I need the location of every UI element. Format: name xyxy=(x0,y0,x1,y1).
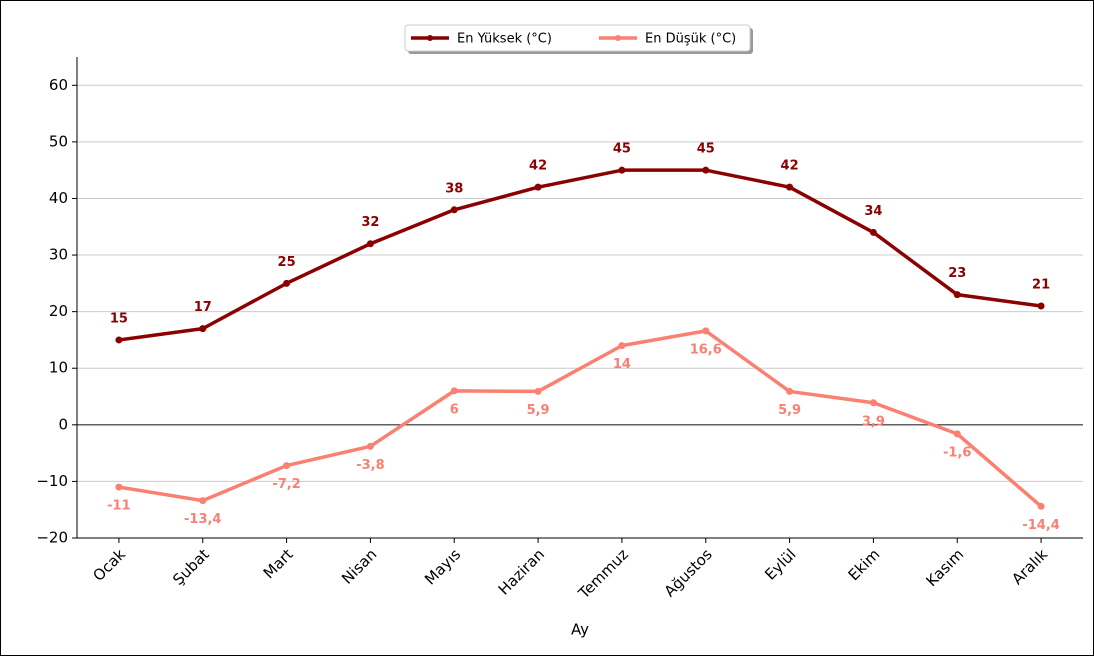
data-label: 42 xyxy=(529,159,547,174)
y-tick-label: 60 xyxy=(49,76,68,94)
data-label: 38 xyxy=(445,181,463,196)
point xyxy=(115,336,123,344)
y-tick-label: 50 xyxy=(49,132,68,150)
point xyxy=(1037,502,1045,510)
point xyxy=(869,228,877,236)
data-label: 3,9 xyxy=(862,414,885,429)
data-label: 42 xyxy=(781,159,799,174)
data-label: 15 xyxy=(110,311,128,326)
legend-marker xyxy=(427,35,433,41)
data-label: 21 xyxy=(1032,277,1050,292)
data-label: -7,2 xyxy=(272,477,300,492)
data-label: -14,4 xyxy=(1022,518,1059,533)
data-label: 45 xyxy=(613,142,631,157)
y-tick-label: −10 xyxy=(36,472,68,490)
x-axis-label: Ay xyxy=(571,621,589,639)
point xyxy=(534,387,542,395)
data-label: 17 xyxy=(194,300,212,315)
point xyxy=(953,430,961,438)
point xyxy=(115,483,123,491)
point xyxy=(450,206,458,214)
point xyxy=(953,291,961,299)
legend-marker xyxy=(615,35,621,41)
point xyxy=(534,183,542,191)
point xyxy=(366,442,374,450)
point xyxy=(283,462,291,470)
point xyxy=(199,497,207,505)
point xyxy=(283,279,291,287)
data-label: 6 xyxy=(450,402,459,417)
data-label: -11 xyxy=(107,499,131,514)
point xyxy=(618,342,626,350)
data-label: 16,6 xyxy=(690,342,722,357)
series-line xyxy=(118,329,1043,508)
y-tick-label: 10 xyxy=(49,359,68,377)
point xyxy=(702,327,710,335)
data-label: 45 xyxy=(697,142,715,157)
data-label: -13,4 xyxy=(184,512,221,527)
point xyxy=(786,387,794,395)
y-tick-label: −20 xyxy=(36,529,68,547)
legend-label: En Yüksek (°C) xyxy=(457,32,552,47)
data-label: -3,8 xyxy=(356,458,384,473)
point xyxy=(450,387,458,395)
legend-label: En Düşük (°C) xyxy=(645,32,736,47)
data-label: 23 xyxy=(948,266,966,281)
y-tick-label: 20 xyxy=(49,302,68,320)
point xyxy=(618,166,626,174)
legend-box xyxy=(404,24,751,52)
point xyxy=(786,183,794,191)
y-tick-label: 30 xyxy=(49,246,68,264)
series-line xyxy=(118,168,1042,342)
data-label: 25 xyxy=(278,255,296,270)
point xyxy=(366,240,374,248)
data-label: 5,9 xyxy=(778,403,801,418)
point xyxy=(702,166,710,174)
point xyxy=(199,325,207,333)
y-tick-label: 0 xyxy=(58,415,68,433)
data-label: 34 xyxy=(864,204,882,219)
point xyxy=(869,399,877,407)
data-label: 5,9 xyxy=(527,403,550,418)
data-label: 32 xyxy=(361,215,379,230)
data-label: 14 xyxy=(613,357,631,372)
legend: En Yüksek (°C) En Düşük (°C) xyxy=(404,24,753,54)
point xyxy=(1037,302,1045,310)
y-tick-label: 40 xyxy=(49,189,68,207)
data-label: -1,6 xyxy=(943,445,971,460)
